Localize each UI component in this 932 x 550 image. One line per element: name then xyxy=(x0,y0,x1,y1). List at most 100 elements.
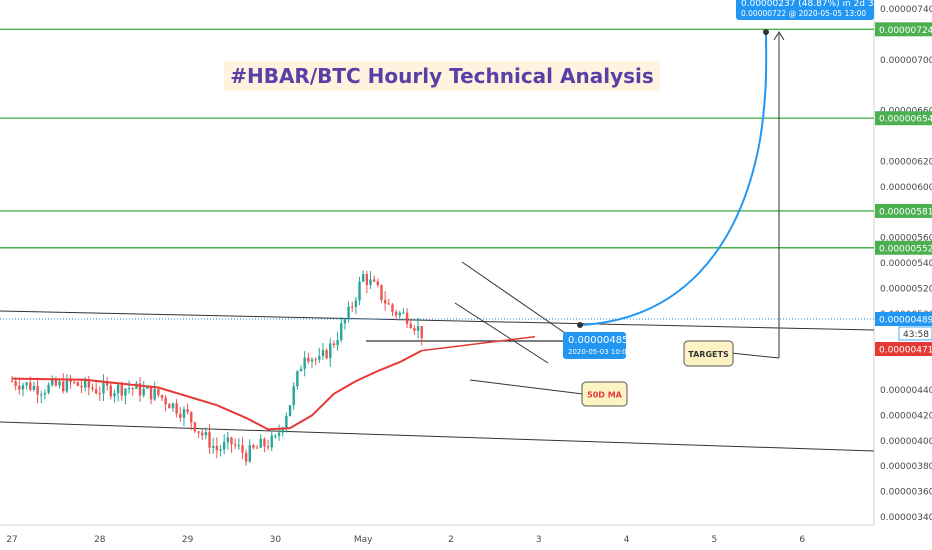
candle-body xyxy=(383,299,387,304)
price-tick-label: 0.00000340 xyxy=(880,513,932,523)
candle-body xyxy=(340,323,343,340)
candle-body xyxy=(164,397,167,405)
candle-body xyxy=(413,328,416,331)
candle-body xyxy=(362,274,365,282)
flag-lower-line xyxy=(454,302,549,364)
candle-body xyxy=(62,381,65,392)
title-background xyxy=(224,61,660,91)
candle-body xyxy=(219,449,222,451)
candle-body xyxy=(120,384,123,396)
price-tick-label: 0.00000420 xyxy=(880,411,932,421)
target-price-badge xyxy=(875,203,932,218)
candle-body xyxy=(255,447,259,449)
time-tick-label: 27 xyxy=(6,535,17,545)
lower-trendline xyxy=(0,421,875,452)
candle-body xyxy=(201,432,204,436)
candle-body xyxy=(288,405,292,417)
candle-body xyxy=(105,382,109,386)
entry-price-label: 0.00000485 xyxy=(568,335,628,346)
price-tick-label: 0.00000740 xyxy=(880,5,932,15)
candle-body xyxy=(318,356,321,360)
candle-body xyxy=(222,442,226,450)
candle-body xyxy=(299,368,303,372)
candle-body xyxy=(212,445,215,448)
ma-extension xyxy=(421,335,536,352)
upper-trendline xyxy=(0,310,875,331)
candle-body xyxy=(354,300,358,307)
projection-start-point xyxy=(577,322,583,328)
candle-body xyxy=(102,382,105,394)
time-tick-label: 4 xyxy=(624,535,630,545)
candle-body xyxy=(91,387,94,390)
candle-body xyxy=(208,432,211,448)
candle-body xyxy=(391,304,394,312)
candle-body xyxy=(168,404,171,409)
ma-note xyxy=(581,381,628,407)
candle-body xyxy=(186,409,189,413)
candle-body xyxy=(47,384,50,393)
projection-end-point xyxy=(763,29,769,35)
candle-body xyxy=(270,435,273,448)
entry-tooltip xyxy=(563,332,626,359)
price-badges: 0.00000724 0.00000654 0.00000581 0.00000552… xyxy=(875,22,932,356)
price-tick-label: 0.00000440 xyxy=(880,386,932,396)
annotations: 0.00000485 2020-05-03 10:00 0.00000237 (48… xyxy=(563,0,879,407)
candle-body xyxy=(274,435,277,437)
candle-body xyxy=(372,279,376,282)
time-tick-label: 2 xyxy=(448,535,454,545)
trendlines xyxy=(0,261,875,452)
candle-body xyxy=(376,281,380,286)
candle-body xyxy=(160,395,164,398)
candle-body xyxy=(72,382,76,384)
candle-body xyxy=(402,312,405,314)
candle-body xyxy=(347,306,350,320)
candle-body xyxy=(420,326,423,338)
candle-body xyxy=(109,385,112,397)
candle-body xyxy=(266,446,270,448)
price-tick-label: 0.00000560 xyxy=(880,234,932,244)
candle-body xyxy=(233,444,237,446)
targets-note xyxy=(683,340,734,367)
time-tick-label: 29 xyxy=(182,535,194,545)
candle-body xyxy=(226,437,230,443)
candle-body xyxy=(25,382,28,386)
candle-body xyxy=(244,452,248,462)
targets-pointer xyxy=(730,352,780,359)
flag-upper-line xyxy=(461,261,566,334)
candle-body xyxy=(29,382,32,390)
candle-body xyxy=(58,381,61,386)
candle-body xyxy=(87,379,91,388)
time-tick-label: May xyxy=(354,535,373,545)
chart-title: #HBAR/BTC Hourly Technical Analysis xyxy=(230,64,654,88)
candle-body xyxy=(292,386,295,406)
current-price-label: 0.00000489 xyxy=(879,316,932,326)
candle-body xyxy=(138,383,142,396)
ma-note-label: 50D MA xyxy=(587,391,623,400)
candle-body xyxy=(113,393,116,397)
candle-body xyxy=(314,359,317,361)
target-price-badge-label: 0.00000724 xyxy=(879,26,932,36)
time-axis-labels: 27 28 29 30 May 2 3 4 5 6 xyxy=(6,535,805,545)
candle-body xyxy=(307,357,310,362)
candle-body xyxy=(303,357,306,369)
candle-body xyxy=(252,445,255,448)
candle-body xyxy=(80,385,83,388)
candle-body xyxy=(10,381,14,383)
candle-body xyxy=(131,388,134,390)
price-tick-label: 0.00000620 xyxy=(880,157,932,167)
current-price-badge xyxy=(875,312,932,326)
candle-body xyxy=(197,431,200,433)
target-price-badge-label: 0.00000654 xyxy=(879,115,932,125)
candle-body xyxy=(40,394,43,396)
target-levels xyxy=(0,28,874,249)
candle-body xyxy=(416,326,420,331)
candle-body xyxy=(241,445,244,453)
price-tick-label: 0.00000520 xyxy=(880,284,932,294)
candle-body xyxy=(398,312,401,316)
candle-body xyxy=(193,422,197,432)
candle-body xyxy=(259,438,262,448)
candle-body xyxy=(65,378,69,392)
candle-body xyxy=(285,416,288,429)
candle-body xyxy=(351,306,354,308)
candle-body xyxy=(277,432,281,436)
